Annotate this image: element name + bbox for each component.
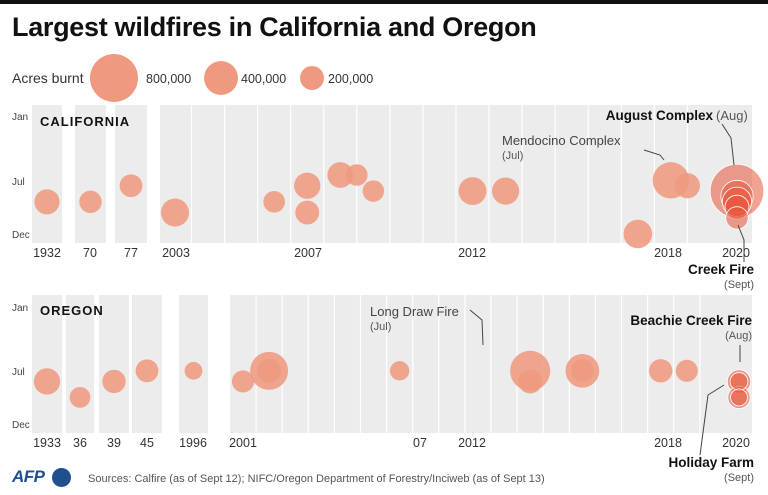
fire-bubble: [79, 190, 102, 214]
year-panel: [66, 295, 94, 433]
afp-logo-mark: [52, 468, 71, 487]
source-note: Sources: Calfire (as of Sept 12); NIFC/O…: [88, 473, 545, 485]
beachie-creek-fire-label: Beachie Creek Fire: [630, 313, 752, 328]
panel-title: CALIFORNIA: [40, 114, 130, 129]
legend-value: 200,000: [328, 72, 373, 86]
fire-bubble: [257, 358, 282, 383]
y-tick-label: Jul: [12, 177, 25, 188]
mendocino-complex-label: Mendocino Complex: [502, 133, 621, 148]
page-title: Largest wildfires in California and Oreg…: [12, 12, 537, 42]
fire-bubble: [570, 359, 594, 383]
legend-label: Acres burnt: [12, 70, 84, 86]
fire-bubble: [231, 370, 255, 393]
x-tick-label: 2012: [458, 436, 486, 450]
x-tick-label: 77: [124, 246, 138, 260]
august-complex-detail: (Aug): [716, 108, 748, 123]
fire-bubble: [648, 359, 673, 383]
fire-bubble: [33, 368, 61, 395]
holiday-farm-label: Holiday Farm: [668, 455, 754, 470]
y-tick-label: Dec: [12, 420, 30, 431]
fire-bubble: [623, 219, 653, 249]
fire-bubble: [295, 200, 320, 225]
legend-bubble: [90, 54, 138, 102]
x-tick-label: 2007: [294, 246, 322, 260]
x-tick-label: 2020: [722, 246, 750, 260]
legend-value: 800,000: [146, 72, 191, 86]
x-tick-label: 1932: [33, 246, 61, 260]
y-tick-label: Jul: [12, 367, 25, 378]
fire-bubble: [458, 177, 487, 206]
x-tick-label: 36: [73, 436, 87, 450]
fire-bubble: [327, 162, 354, 188]
x-tick-label: 2018: [654, 246, 682, 260]
x-tick-label: 70: [83, 246, 97, 260]
fire-bubble: [674, 173, 700, 199]
x-tick-label: 39: [107, 436, 121, 450]
y-tick-label: Jan: [12, 112, 28, 123]
mendocino-complex-leader: [643, 149, 665, 161]
x-tick-label: 1933: [33, 436, 61, 450]
year-panel: [32, 105, 62, 243]
creek-fire-leader: [737, 224, 745, 262]
legend-bubble: [300, 66, 324, 90]
x-tick-label: 45: [140, 436, 154, 450]
long-draw-fire-leader: [469, 309, 484, 346]
y-tick-label: Dec: [12, 230, 30, 241]
afp-logo: AFP: [12, 467, 45, 486]
top-rule: [0, 0, 768, 4]
fire-bubble: [160, 198, 190, 227]
august-complex-leader: [721, 123, 735, 166]
x-tick-label: 07: [413, 436, 427, 450]
fire-bubble: [725, 206, 749, 230]
legend-bubble: [204, 61, 238, 95]
year-panel: [32, 295, 62, 433]
fire-bubble: [119, 174, 143, 198]
x-tick-label: 2001: [229, 436, 257, 450]
x-tick-label: 1996: [179, 436, 207, 450]
creek-fire-detail: (Sept): [724, 279, 754, 291]
x-tick-label: 2012: [458, 246, 486, 260]
year-panel: [115, 105, 147, 243]
august-complex-label: August Complex: [606, 108, 714, 123]
fire-bubble: [518, 369, 543, 394]
fire-bubble: [730, 388, 748, 407]
legend-value: 400,000: [241, 72, 286, 86]
fire-bubble: [69, 387, 91, 408]
holiday-farm-leader: [699, 384, 725, 456]
x-tick-label: 2018: [654, 436, 682, 450]
year-panel: [99, 295, 129, 433]
fire-bubble: [729, 372, 749, 391]
fire-bubble: [34, 189, 60, 215]
beachie-creek-fire-detail: (Aug): [725, 330, 752, 342]
fire-bubble: [102, 369, 126, 394]
long-draw-fire-detail: (Jul): [370, 321, 391, 333]
long-draw-fire-label: Long Draw Fire: [370, 304, 459, 319]
fire-bubble: [491, 177, 520, 205]
y-tick-label: Jan: [12, 303, 28, 314]
fire-bubble: [346, 164, 368, 186]
fire-bubble: [135, 359, 159, 383]
mendocino-complex-detail: (Jul): [502, 150, 523, 162]
year-panel: [75, 105, 106, 243]
holiday-farm-detail: (Sept): [724, 472, 754, 484]
fire-bubble: [675, 359, 698, 382]
fire-bubble: [263, 191, 285, 213]
fire-bubble: [389, 361, 410, 381]
fire-bubble: [362, 180, 385, 202]
x-tick-label: 2020: [722, 436, 750, 450]
panel-title: OREGON: [40, 303, 104, 318]
fire-bubble: [184, 361, 203, 380]
x-tick-label: 2003: [162, 246, 190, 260]
fire-bubble: [294, 172, 321, 199]
creek-fire-label: Creek Fire: [688, 262, 755, 277]
